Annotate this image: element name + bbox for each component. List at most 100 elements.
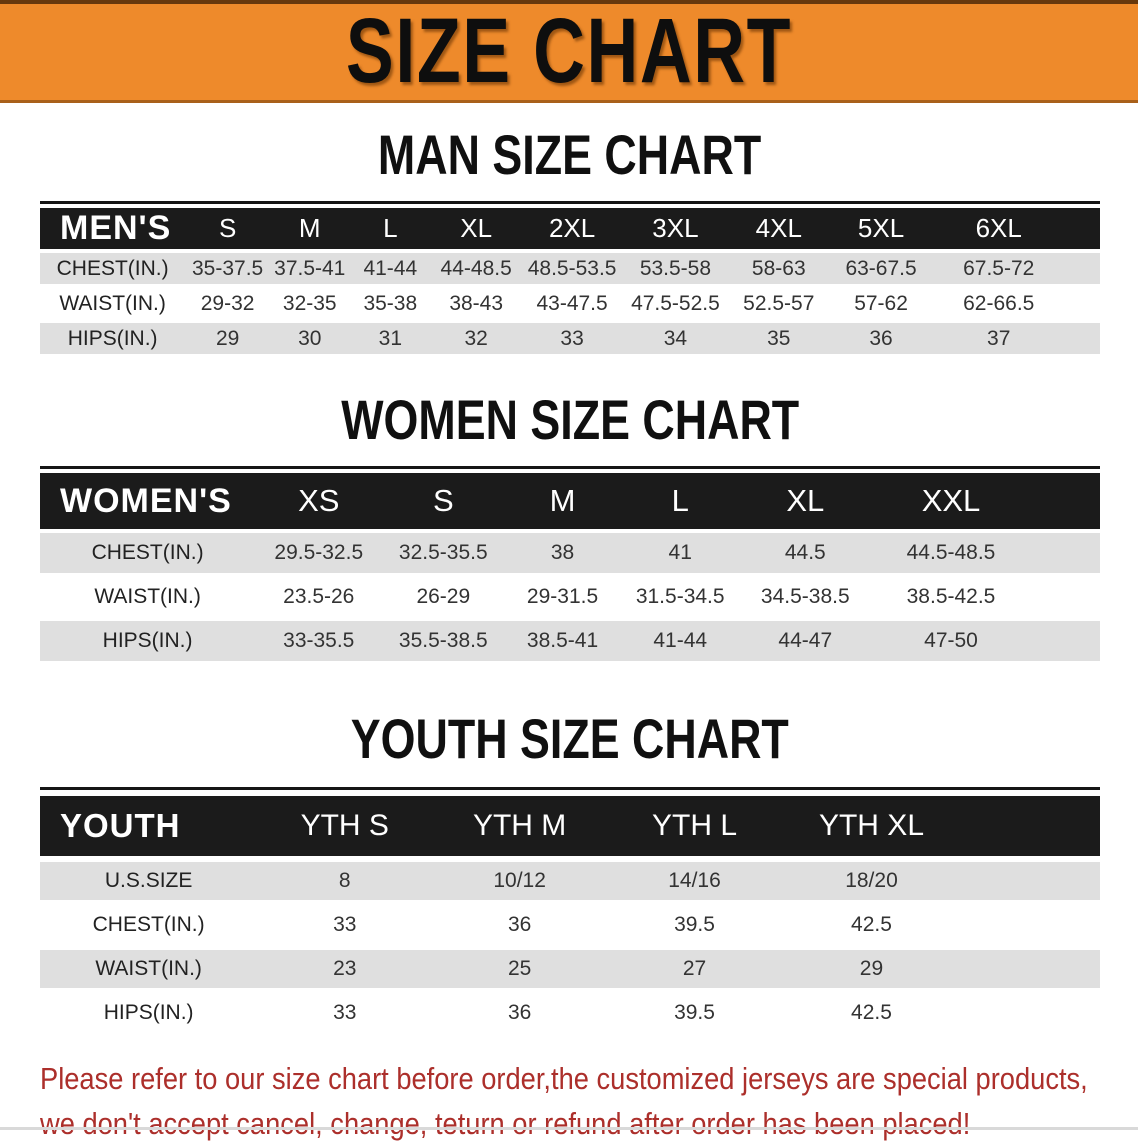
size-cell: 33-35.5 bbox=[255, 621, 383, 661]
size-cell: 57-62 bbox=[829, 288, 933, 319]
women-section: WOMEN SIZE CHART bbox=[40, 392, 1100, 448]
men-size-header: 4XL bbox=[727, 208, 830, 249]
size-cell: 52.5-57 bbox=[727, 288, 830, 319]
size-cell: 44-47 bbox=[739, 621, 871, 661]
size-cell: 29-31.5 bbox=[504, 577, 621, 617]
size-cell: 38 bbox=[504, 533, 621, 573]
women-hips-row: HIPS(IN.) 33-35.5 35.5-38.5 38.5-41 41-4… bbox=[40, 621, 1100, 661]
size-cell: 36 bbox=[829, 323, 933, 354]
size-cell: 44-48.5 bbox=[431, 253, 522, 284]
size-cell: 29-32 bbox=[185, 288, 271, 319]
size-cell: 36 bbox=[432, 994, 608, 1032]
youth-size-header: YTH XL bbox=[781, 796, 1100, 856]
women-size-header: XL bbox=[739, 473, 871, 529]
size-cell: 35 bbox=[727, 323, 830, 354]
men-section-title: MAN SIZE CHART bbox=[378, 123, 762, 186]
youth-size-header: YTH M bbox=[432, 796, 608, 856]
banner: SIZE CHART bbox=[0, 0, 1138, 103]
men-size-header: L bbox=[349, 208, 432, 249]
disclaimer-line-1: Please refer to our size chart before or… bbox=[40, 1061, 1088, 1096]
size-cell: 14/16 bbox=[607, 862, 782, 900]
size-cell: 38.5-41 bbox=[504, 621, 621, 661]
youth-chest-row: CHEST(IN.) 33 36 39.5 42.5 bbox=[40, 906, 1100, 944]
youth-section: YOUTH SIZE CHART bbox=[40, 711, 1100, 767]
size-cell: 53.5-58 bbox=[622, 253, 728, 284]
size-cell: 38.5-42.5 bbox=[871, 577, 1100, 617]
size-cell: 34 bbox=[622, 323, 728, 354]
row-label: WAIST(IN.) bbox=[40, 577, 256, 617]
size-cell: 29 bbox=[781, 950, 1100, 988]
size-cell: 29 bbox=[185, 323, 271, 354]
row-label: CHEST(IN.) bbox=[40, 533, 256, 573]
size-cell: 47.5-52.5 bbox=[622, 288, 728, 319]
men-size-header: XL bbox=[431, 208, 522, 249]
row-label: HIPS(IN.) bbox=[40, 323, 186, 354]
size-cell: 58-63 bbox=[727, 253, 830, 284]
row-label: WAIST(IN.) bbox=[40, 288, 186, 319]
size-cell: 33 bbox=[257, 906, 433, 944]
women-section-title: WOMEN SIZE CHART bbox=[341, 388, 799, 451]
youth-size-header: YTH S bbox=[257, 796, 433, 856]
size-cell: 32.5-35.5 bbox=[382, 533, 505, 573]
women-size-header: XXL bbox=[871, 473, 1100, 529]
size-cell: 41-44 bbox=[349, 253, 432, 284]
size-cell: 44.5-48.5 bbox=[871, 533, 1100, 573]
men-hips-row: HIPS(IN.) 29 30 31 32 33 34 35 36 37 bbox=[40, 323, 1100, 354]
row-label: WAIST(IN.) bbox=[40, 950, 258, 988]
youth-section-title: YOUTH SIZE CHART bbox=[350, 707, 790, 770]
women-chest-row: CHEST(IN.) 29.5-32.5 32.5-35.5 38 41 44.… bbox=[40, 533, 1100, 573]
women-size-header: M bbox=[504, 473, 621, 529]
size-cell: 67.5-72 bbox=[932, 253, 1100, 284]
youth-header-row: YOUTH YTH S YTH M YTH L YTH XL bbox=[40, 796, 1100, 856]
size-cell: 39.5 bbox=[607, 906, 782, 944]
men-size-header: S bbox=[185, 208, 271, 249]
size-cell: 32-35 bbox=[270, 288, 350, 319]
size-cell: 42.5 bbox=[781, 994, 1100, 1032]
content: MAN SIZE CHART MEN'S S M L XL 2XL 3XL 4X… bbox=[40, 127, 1100, 1146]
size-cell: 35-37.5 bbox=[185, 253, 271, 284]
row-label: CHEST(IN.) bbox=[40, 253, 186, 284]
size-cell: 33 bbox=[257, 994, 433, 1032]
women-header-row: WOMEN'S XS S M L XL XXL bbox=[40, 473, 1100, 529]
women-group-label: WOMEN'S bbox=[40, 473, 256, 529]
size-cell: 35-38 bbox=[349, 288, 432, 319]
size-cell: 29.5-32.5 bbox=[255, 533, 383, 573]
size-cell: 34.5-38.5 bbox=[739, 577, 871, 617]
size-cell: 37 bbox=[932, 323, 1100, 354]
banner-title: SIZE CHART bbox=[345, 0, 793, 102]
size-cell: 42.5 bbox=[781, 906, 1100, 944]
size-cell: 62-66.5 bbox=[932, 288, 1100, 319]
youth-waist-row: WAIST(IN.) 23 25 27 29 bbox=[40, 950, 1100, 988]
size-cell: 47-50 bbox=[871, 621, 1100, 661]
men-header-row: MEN'S S M L XL 2XL 3XL 4XL 5XL 6XL bbox=[40, 208, 1100, 249]
men-chest-row: CHEST(IN.) 35-37.5 37.5-41 41-44 44-48.5… bbox=[40, 253, 1100, 284]
size-cell: 23 bbox=[257, 950, 433, 988]
size-cell: 26-29 bbox=[382, 577, 505, 617]
size-cell: 37.5-41 bbox=[270, 253, 350, 284]
men-size-header: 3XL bbox=[622, 208, 728, 249]
size-cell: 35.5-38.5 bbox=[382, 621, 505, 661]
men-size-header: 6XL bbox=[932, 208, 1100, 249]
row-label: HIPS(IN.) bbox=[40, 994, 258, 1032]
women-size-header: L bbox=[620, 473, 740, 529]
size-cell: 38-43 bbox=[431, 288, 522, 319]
size-cell: 30 bbox=[270, 323, 350, 354]
men-size-header: M bbox=[270, 208, 350, 249]
men-size-header: 5XL bbox=[829, 208, 933, 249]
disclaimer: Please refer to our size chart before or… bbox=[40, 1056, 1100, 1146]
size-cell: 41 bbox=[620, 533, 740, 573]
men-section: MAN SIZE CHART bbox=[40, 127, 1100, 183]
size-cell: 31.5-34.5 bbox=[620, 577, 740, 617]
size-cell: 41-44 bbox=[620, 621, 740, 661]
size-cell: 48.5-53.5 bbox=[521, 253, 623, 284]
size-cell: 8 bbox=[257, 862, 433, 900]
image-bottom-edge bbox=[0, 1127, 1138, 1130]
size-cell: 25 bbox=[432, 950, 608, 988]
size-cell: 36 bbox=[432, 906, 608, 944]
women-waist-row: WAIST(IN.) 23.5-26 26-29 29-31.5 31.5-34… bbox=[40, 577, 1100, 617]
youth-size-header: YTH L bbox=[607, 796, 782, 856]
youth-ussize-row: U.S.SIZE 8 10/12 14/16 18/20 bbox=[40, 862, 1100, 900]
men-size-table: MEN'S S M L XL 2XL 3XL 4XL 5XL 6XL CHEST… bbox=[40, 201, 1100, 358]
youth-size-table: YOUTH YTH S YTH M YTH L YTH XL U.S.SIZE … bbox=[40, 787, 1100, 1038]
disclaimer-line-2: we don't accept cancel, change, teturn o… bbox=[40, 1106, 971, 1141]
